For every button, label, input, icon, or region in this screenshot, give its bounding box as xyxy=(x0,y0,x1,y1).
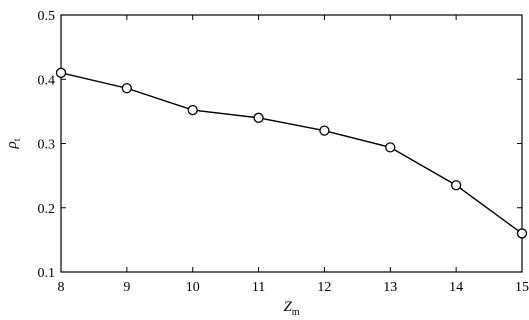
data-point xyxy=(253,112,264,123)
y-axis-label: ρt xyxy=(4,138,23,149)
plot-border xyxy=(60,14,523,273)
series-line xyxy=(60,72,523,235)
data-point xyxy=(516,228,528,239)
x-axis-label: Zm xyxy=(283,299,299,318)
y-axis-label-main: ρ xyxy=(4,141,20,149)
data-series xyxy=(55,67,528,239)
plot-frame xyxy=(60,14,523,273)
x-axis-label-subscript: m xyxy=(292,307,300,318)
x-tick-label: 9 xyxy=(123,280,130,295)
y-ticks: 0.1 0.2 0.3 0.4 0.5 xyxy=(38,9,522,281)
x-tick-label: 15 xyxy=(515,280,529,295)
y-tick-label: 0.3 xyxy=(38,138,56,153)
data-point xyxy=(450,180,462,191)
y-axis-label-subscript: t xyxy=(12,138,23,141)
x-tick-label: 12 xyxy=(317,280,331,295)
y-tick-label: 0.2 xyxy=(38,202,56,217)
y-tick-label: 0.4 xyxy=(38,73,56,88)
x-ticks: 8 9 10 11 12 13 14 15 xyxy=(58,15,529,295)
y-tick-label: 0.1 xyxy=(38,266,56,281)
x-tick-label: 10 xyxy=(186,280,200,295)
data-point xyxy=(385,142,396,153)
x-tick-label: 13 xyxy=(383,280,397,295)
x-tick-label: 14 xyxy=(449,280,463,295)
x-axis-label-main: Z xyxy=(283,299,292,315)
data-point xyxy=(187,104,198,116)
x-tick-label: 8 xyxy=(58,280,65,295)
x-tick-label: 11 xyxy=(252,280,265,295)
data-point xyxy=(55,67,67,78)
y-tick-label: 0.5 xyxy=(38,9,56,24)
data-point xyxy=(121,83,133,94)
data-point xyxy=(319,125,330,136)
